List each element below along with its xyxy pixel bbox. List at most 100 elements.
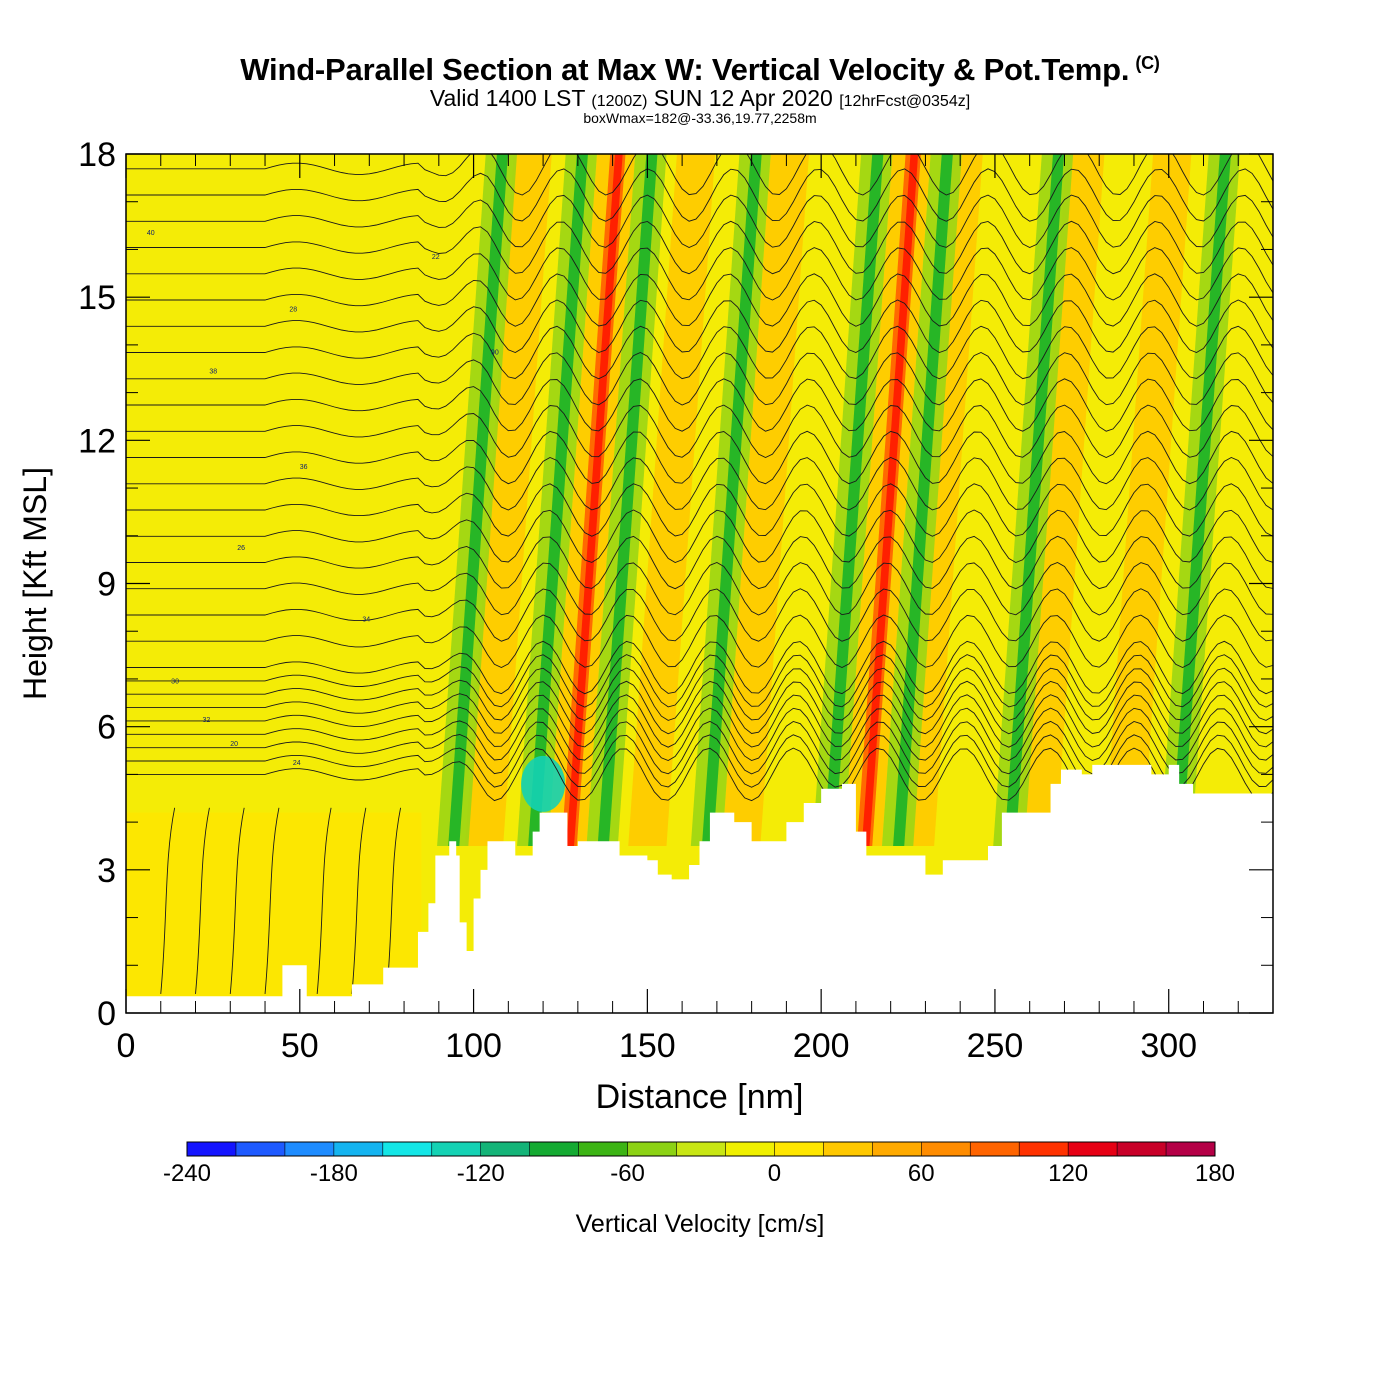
copyright-mark: (C) <box>1135 52 1160 73</box>
updraft-band <box>628 154 716 846</box>
pot-temp-contours <box>126 154 1273 994</box>
colorbar-label: Vertical Velocity [cm/s] <box>576 1210 825 1238</box>
colorbar-swatch <box>725 1142 775 1156</box>
colorbar-swatch <box>1068 1142 1118 1156</box>
colorbar-swatch <box>1166 1142 1216 1156</box>
colorbar-frame <box>186 1141 1216 1157</box>
pot-temp-contour <box>126 694 1273 748</box>
downdraft-pocket <box>521 755 566 812</box>
low-level-contour <box>229 807 245 994</box>
y-tick-label: 9 <box>97 566 116 604</box>
pot-temp-contour <box>126 654 1273 708</box>
pot-temp-contour <box>126 483 1273 537</box>
y-tick-label: 0 <box>97 995 116 1033</box>
pot-temp-contour <box>126 614 1273 669</box>
contour-label: 26 <box>237 545 245 552</box>
colorbar-swatch <box>578 1142 629 1156</box>
colorbar-tick-label: 180 <box>1195 1160 1235 1187</box>
colorbar-swatch <box>431 1142 482 1156</box>
contour-label: 22 <box>432 254 440 261</box>
valid-prefix: Valid 1400 LST <box>429 85 585 111</box>
colorbar-swatch <box>187 1142 237 1156</box>
y-tick-label: 18 <box>78 136 116 174</box>
updraft-band <box>464 154 552 846</box>
forecast-info: [12hrFcst@0354z] <box>839 93 971 110</box>
y-tick-label: 6 <box>97 709 116 747</box>
contour-label: 20 <box>230 741 238 748</box>
pot-temp-contour <box>126 194 1273 248</box>
pot-temp-contour <box>126 720 1273 775</box>
colorbar-swatch <box>284 1142 335 1156</box>
colorbar-swatch <box>1117 1142 1167 1156</box>
x-tick-label: 150 <box>619 1027 676 1065</box>
contour-label: 38 <box>209 369 217 376</box>
pot-temp-contour <box>126 562 1273 616</box>
boxwmax-line: boxWmax=182@-33.36,19.77,2258m <box>583 110 817 126</box>
colorbar-swatch <box>235 1142 286 1156</box>
low-level-contour <box>264 807 280 994</box>
strong-downdraft-band <box>823 154 884 846</box>
x-axis-label: Distance [nm] <box>596 1078 804 1116</box>
pot-temp-contour <box>126 168 1273 222</box>
valid-date: SUN 12 Apr 2020 <box>653 85 833 111</box>
pot-temp-contour <box>126 535 1273 590</box>
colorbar-tick-label: -180 <box>310 1160 358 1187</box>
x-tick-label: 50 <box>281 1027 319 1065</box>
x-tick-label: 250 <box>967 1027 1024 1065</box>
pot-temp-contour <box>126 707 1273 761</box>
low-level-contour <box>351 807 367 994</box>
contour-label: 36 <box>300 464 308 471</box>
contour-label: 90 <box>491 349 499 356</box>
max-updraft-core <box>861 154 919 846</box>
contour-label: 28 <box>289 306 297 313</box>
pot-temp-contour <box>126 378 1273 432</box>
x-tick-label: 200 <box>793 1027 850 1065</box>
terrain <box>126 764 1273 1013</box>
pot-temp-contour <box>126 430 1273 485</box>
colorbar-swatch <box>823 1142 873 1156</box>
contour-label: 24 <box>293 760 301 767</box>
colorbar-swatch <box>382 1142 433 1156</box>
title-text: Wind-Parallel Section at Max W: Vertical… <box>240 52 1130 87</box>
contour-label: 40 <box>147 230 155 237</box>
y-tick-label: 12 <box>78 422 116 460</box>
pot-temp-contour <box>126 667 1273 721</box>
y-tick-label: 15 <box>78 279 116 317</box>
chart-title: Wind-Parallel Section at Max W: Vertical… <box>0 52 1400 88</box>
pot-temp-contour <box>126 247 1273 301</box>
colorbar-swatch <box>1019 1142 1069 1156</box>
x-tick-label: 0 <box>117 1027 136 1065</box>
colorbar-swatch <box>774 1142 824 1156</box>
contour-label: 34 <box>362 617 370 624</box>
pot-temp-contour <box>126 456 1273 511</box>
x-tick-label: 300 <box>1140 1027 1197 1065</box>
y-tick-label: 3 <box>97 852 116 890</box>
y-axis-label: Height [Kft MSL] <box>17 467 53 700</box>
colorbar: -240 -180 -120 -60 0 60 120 180 Vertical Velocit… <box>163 1141 1235 1238</box>
pot-temp-contour <box>126 680 1273 735</box>
updraft-band <box>1104 154 1192 846</box>
pot-temp-contour <box>126 404 1273 458</box>
colorbar-swatch <box>529 1142 580 1156</box>
strong-downdraft-band <box>528 154 588 846</box>
colorbar-tick-label: -240 <box>163 1160 211 1187</box>
colorbar-tick-label: 0 <box>768 1160 781 1187</box>
low-level-contour <box>195 807 210 994</box>
pot-temp-contour <box>126 154 1273 196</box>
max-updraft-core <box>566 154 623 846</box>
pot-temp-contour <box>126 640 1273 695</box>
strong-downdraft-band <box>1004 154 1065 846</box>
x-tick-label: 100 <box>445 1027 502 1065</box>
colorbar-swatch <box>872 1142 922 1156</box>
colorbar-swatch <box>333 1142 384 1156</box>
low-level-contour <box>160 807 176 994</box>
colorbar-swatch <box>676 1142 726 1156</box>
valid-utc: (1200Z) <box>591 93 648 110</box>
colorbar-swatch <box>921 1142 971 1156</box>
pot-temp-contour <box>126 220 1273 275</box>
pot-temp-contour <box>126 325 1273 380</box>
updraft-band <box>1017 154 1105 846</box>
colorbar-tick-label: -60 <box>610 1160 645 1187</box>
updraft-band <box>722 154 809 846</box>
